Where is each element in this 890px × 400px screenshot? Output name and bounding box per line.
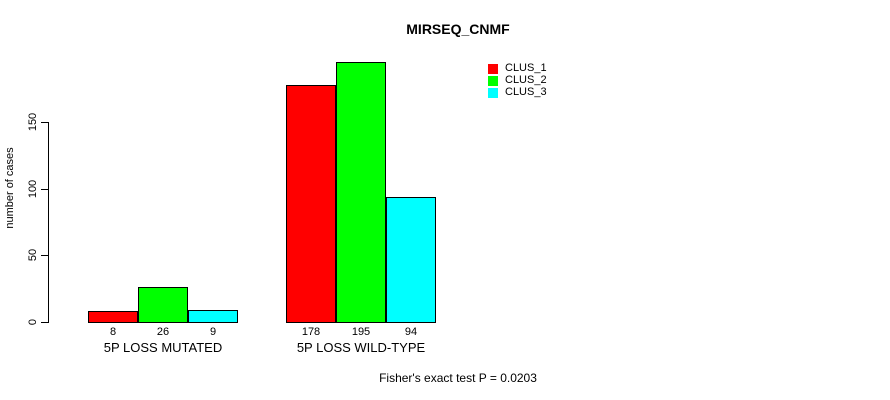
legend-row: CLUS_1 <box>488 63 547 74</box>
bar-clus_2 <box>138 287 188 323</box>
bar-value-label: 26 <box>156 326 170 338</box>
bar-clus_1 <box>88 311 138 323</box>
chart-title: MIRSEQ_CNMF <box>406 21 510 37</box>
bar-value-label: 178 <box>301 326 321 338</box>
legend: CLUS_1 CLUS_2 CLUS_3 <box>488 63 547 99</box>
y-axis-label: number of cases <box>4 147 16 229</box>
y-tick-label: 100 <box>27 179 39 198</box>
category-label: 5P LOSS MUTATED <box>103 340 223 355</box>
bar-value-label: 8 <box>109 326 117 338</box>
y-axis <box>48 122 49 323</box>
y-tick-label: 50 <box>27 249 39 262</box>
bar-clus_2 <box>336 62 386 323</box>
bar-value-label: 195 <box>351 326 371 338</box>
legend-swatch-clus_3 <box>488 87 498 98</box>
y-tick-mark <box>41 122 48 123</box>
bar-value-label: 94 <box>404 326 418 338</box>
bar-clus_3 <box>188 310 238 323</box>
legend-label: CLUS_2 <box>505 74 547 86</box>
y-tick-mark <box>41 322 48 323</box>
legend-swatch-clus_2 <box>488 75 498 86</box>
annotation-text: Fisher's exact test P = 0.0203 <box>379 371 537 385</box>
legend-label: CLUS_1 <box>505 62 547 74</box>
bar-clus_3 <box>386 197 436 323</box>
legend-swatch-clus_1 <box>488 63 498 74</box>
y-tick-mark <box>41 255 48 257</box>
y-tick-mark <box>41 188 48 190</box>
legend-row: CLUS_2 <box>488 75 547 86</box>
legend-label: CLUS_3 <box>505 86 547 98</box>
legend-row: CLUS_3 <box>488 87 547 98</box>
category-label: 5P LOSS WILD-TYPE <box>296 340 426 355</box>
bar-value-label: 9 <box>209 326 217 338</box>
y-tick-label: 0 <box>27 318 39 326</box>
y-tick-label: 150 <box>27 112 39 132</box>
bar-clus_1 <box>286 85 336 323</box>
